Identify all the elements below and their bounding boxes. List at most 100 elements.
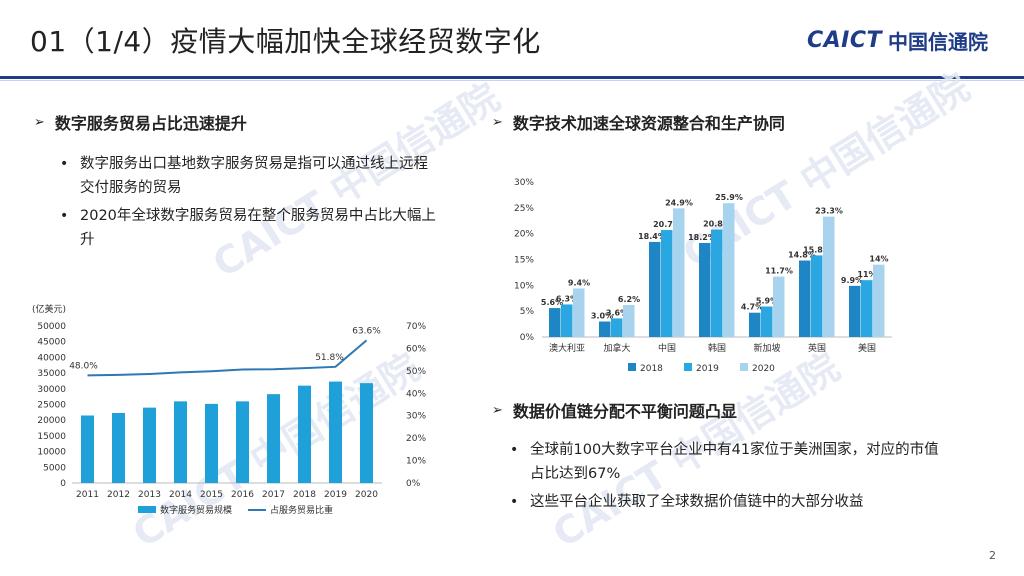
- section-heading-right-bottom: ➢ 数据价值链分配不平衡问题凸显: [492, 398, 737, 422]
- data-label: 14%: [869, 255, 888, 264]
- data-label: 20.8%: [703, 220, 731, 229]
- country-share-chart: 0% 5% 10% 15% 20% 25% 30% 5.6%6.3% 9.4% 澳大利亚 3.0%3…: [514, 178, 892, 374]
- bar: [235, 401, 250, 483]
- y-tick-label-right: 60%: [406, 344, 426, 354]
- bar: [561, 304, 573, 337]
- data-label: 23.3%: [815, 207, 843, 216]
- bar: [611, 318, 623, 337]
- data-label: 3.0%: [591, 312, 613, 321]
- y-tick-label-left: 0: [60, 479, 66, 489]
- x-tick-label: 新加坡: [753, 342, 780, 354]
- y-tick-label-right: 70%: [406, 322, 426, 332]
- x-tick-label: 澳大利亚: [549, 342, 585, 354]
- x-tick-label: 2012: [107, 490, 130, 500]
- legend-label: 数字服务贸易规模: [160, 504, 232, 516]
- bar: [549, 308, 561, 337]
- legend-label: 2019: [696, 364, 719, 374]
- data-label: 5.9%: [756, 297, 778, 306]
- data-label: 9.9%: [841, 276, 863, 285]
- page-number: 2: [989, 549, 996, 562]
- y-axis-label: (亿美元): [32, 303, 66, 315]
- y-tick-label-right: 10%: [406, 457, 426, 467]
- arrow-right-icon: ➢: [492, 114, 503, 130]
- logo: CAICT 中国信通院: [807, 26, 988, 55]
- section-heading-right-top: ➢ 数字技术加速全球资源整合和生产协同: [492, 110, 785, 134]
- x-tick-label: 2011: [76, 490, 99, 500]
- bar: [266, 394, 281, 483]
- bar: [328, 381, 343, 483]
- bar: [823, 216, 835, 337]
- bar: [142, 407, 157, 483]
- page-title: 01（1/4）疫情大幅加快全球经贸数字化: [30, 25, 541, 58]
- bar: [204, 403, 219, 483]
- y-tick-label-left: 5000: [43, 463, 66, 473]
- bar: [849, 285, 861, 337]
- bar: [80, 415, 95, 483]
- data-label: 63.6%: [352, 326, 381, 336]
- y-tick-label-left: 50000: [37, 322, 66, 332]
- y-tick-label: 10%: [514, 281, 534, 291]
- x-tick-label: 2019: [324, 490, 347, 500]
- y-tick-label-left: 25000: [37, 401, 66, 411]
- data-label: 11.7%: [765, 267, 793, 276]
- data-label: 24.9%: [665, 198, 693, 207]
- arrow-right-icon: ➢: [34, 114, 45, 130]
- bar: [873, 264, 885, 337]
- bar: [359, 383, 374, 483]
- legend-label: 2020: [752, 364, 775, 374]
- y-tick-label: 15%: [514, 256, 534, 266]
- y-tick-label: 25%: [514, 204, 534, 214]
- y-tick-label-left: 20000: [37, 416, 66, 426]
- data-label: 20.7%: [653, 220, 681, 229]
- bullet-list-right: 全球前100大数字平台企业中有41家位于美洲国家，对应的市值占比达到67% 这些…: [506, 438, 946, 518]
- section-heading-text: 数据价值链分配不平衡问题凸显: [512, 402, 737, 421]
- x-tick-label: 美国: [858, 342, 876, 354]
- data-label: 3.6%: [606, 308, 628, 317]
- data-label: 48.0%: [69, 361, 98, 371]
- x-tick-label: 2017: [262, 490, 285, 500]
- header-divider-thin: [0, 80, 1024, 81]
- x-tick-label: 英国: [808, 342, 826, 354]
- legend-swatch: [684, 363, 692, 371]
- x-tick-label: 韩国: [708, 342, 726, 354]
- data-label: 5.6%: [541, 298, 563, 307]
- legend-swatch: [628, 363, 636, 371]
- data-label: 51.8%: [315, 353, 344, 363]
- bullet-item: 数字服务出口基地数字服务贸易是指可以通过线上远程交付服务的贸易: [56, 152, 436, 200]
- bar: [573, 288, 585, 337]
- x-tick-label: 2018: [293, 490, 316, 500]
- arrow-right-icon: ➢: [492, 402, 503, 418]
- logo-en: CAICT: [806, 28, 882, 53]
- x-tick-label: 2020: [355, 490, 378, 500]
- y-tick-label: 5%: [520, 307, 535, 317]
- bullet-list-left: 数字服务出口基地数字服务贸易是指可以通过线上远程交付服务的贸易 2020年全球数…: [56, 152, 436, 256]
- legend-swatch-bar: [138, 506, 156, 513]
- x-tick-label: 加拿大: [603, 342, 630, 354]
- legend-label: 2018: [640, 364, 663, 374]
- bar: [799, 260, 811, 337]
- x-tick-label: 中国: [658, 342, 676, 354]
- y-tick-label: 0%: [520, 333, 535, 343]
- legend-swatch: [740, 363, 748, 371]
- digital-trade-chart: (亿美元) 0 5000 10000 15000 20000 25000 30000 35000…: [32, 303, 426, 516]
- bar: [699, 242, 711, 337]
- bar: [749, 312, 761, 337]
- x-tick-label: 2015: [200, 490, 223, 500]
- bar: [649, 241, 661, 337]
- bar: [173, 401, 188, 483]
- legend-label: 占服务贸易比重: [270, 504, 333, 516]
- y-tick-label-left: 40000: [37, 353, 66, 363]
- series-line: [87, 339, 368, 377]
- y-tick-label-right: 30%: [406, 412, 426, 422]
- data-label: 11%: [857, 270, 876, 279]
- bar: [673, 208, 685, 337]
- data-label: 18.4%: [638, 232, 666, 241]
- y-tick-label: 30%: [514, 178, 534, 188]
- y-tick-label-right: 40%: [406, 389, 426, 399]
- y-tick-label-left: 10000: [37, 448, 66, 458]
- data-label: 25.9%: [715, 193, 743, 202]
- y-tick-label-right: 50%: [406, 367, 426, 377]
- bullet-item: 这些平台企业获取了全球数据价值链中的大部分收益: [506, 490, 946, 514]
- data-label: 4.7%: [741, 303, 763, 312]
- bar: [761, 306, 773, 337]
